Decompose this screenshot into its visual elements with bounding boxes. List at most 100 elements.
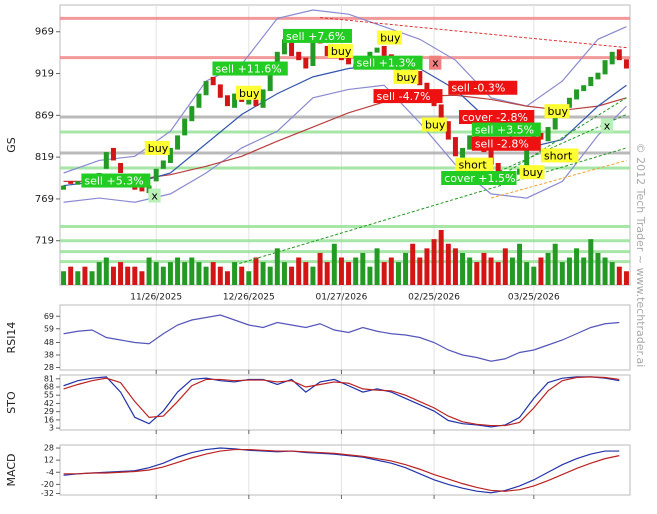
volume-bar [623, 271, 629, 285]
candle [68, 181, 74, 184]
candle [260, 89, 266, 108]
volume-bar [531, 266, 537, 285]
volume-bar [274, 248, 280, 285]
volume-bar [146, 257, 152, 285]
volume-bar [488, 257, 494, 285]
y-tick-label: 3 [49, 424, 54, 433]
volume-bar [267, 266, 273, 285]
y-axis-label: RSI14 [5, 322, 18, 354]
x-tick-label: 01/27/2026 [316, 293, 368, 303]
line-series [63, 448, 620, 492]
candle [588, 76, 594, 87]
volume-bar [403, 252, 409, 285]
volume-bar [61, 271, 67, 285]
signal-label: short [458, 159, 487, 172]
signal-box [544, 104, 570, 119]
volume-bar [545, 252, 551, 285]
candle [445, 121, 451, 140]
y-tick-label: 59 [44, 324, 54, 333]
signal-label: buy [148, 142, 169, 155]
candle [203, 81, 209, 96]
y-tick-label: 16 [44, 415, 54, 424]
x-tick-label: 02/25/2026 [408, 293, 460, 303]
candle [232, 93, 238, 108]
volume-bar [509, 257, 515, 285]
volume-bar [467, 257, 473, 285]
y-tick-label: 969 [35, 27, 54, 38]
volume-bar [210, 262, 216, 285]
signal-box [455, 157, 493, 172]
volume-bar [438, 230, 444, 285]
candle [538, 132, 544, 140]
volume-bar [595, 252, 601, 285]
candle [182, 118, 188, 136]
volume-bar [602, 257, 608, 285]
volume-bar [68, 266, 74, 285]
y-tick-label: 869 [35, 110, 54, 121]
candle [267, 72, 273, 92]
panel-frame [59, 4, 631, 286]
volume-bar [431, 239, 437, 285]
signal-box [441, 171, 517, 186]
volume-bar [581, 257, 587, 285]
x-tick-label: 03/25/2026 [508, 293, 560, 303]
line-series [63, 9, 627, 174]
signal-box [393, 69, 419, 84]
volume-bar [588, 239, 594, 285]
volume-bar [495, 262, 501, 285]
volume-bar [424, 248, 430, 285]
y-tick-label: 819 [35, 152, 54, 163]
candle [566, 97, 572, 108]
volume-bar [75, 271, 81, 285]
candle [552, 114, 558, 130]
candle [296, 51, 302, 61]
volume-bar [616, 266, 622, 285]
y-tick-label: 769 [35, 194, 54, 205]
volume-bar [103, 257, 109, 285]
candle [217, 84, 223, 98]
volume-bar [481, 252, 487, 285]
volume-bar [82, 266, 88, 285]
y-tick-label: -20 [41, 480, 54, 489]
candle [310, 39, 316, 67]
candle [438, 104, 444, 123]
volume-bar [89, 271, 95, 285]
signal-box [471, 122, 541, 137]
volume-bar [538, 257, 544, 285]
volume-bar [296, 257, 302, 285]
x-tick-label: 12/26/2025 [223, 293, 275, 303]
volume-bar [281, 262, 287, 285]
signal-box [212, 61, 288, 76]
panel-frame [59, 304, 631, 371]
candle [495, 162, 501, 173]
signal-box [377, 30, 402, 45]
signal-label: sell +11.6% [215, 63, 281, 76]
y-tick-label: 42 [44, 399, 54, 408]
candle [595, 72, 601, 80]
volume-bar [417, 257, 423, 285]
candle [75, 181, 81, 185]
volume-bar [360, 252, 366, 285]
y-tick-label: 28 [44, 444, 54, 453]
signal-box [327, 43, 353, 58]
candle [574, 89, 580, 100]
volume-bar [139, 271, 145, 285]
signal-label: cover -2.8% [462, 111, 528, 124]
volume-bar [552, 243, 558, 285]
candle [346, 57, 352, 65]
candle [545, 127, 551, 142]
candle [324, 45, 330, 56]
candle [424, 82, 430, 94]
volume-bar [153, 262, 159, 285]
candle [381, 45, 387, 56]
candle [160, 160, 166, 169]
volume-bar [574, 248, 580, 285]
signal-label: buy [548, 105, 569, 118]
y-tick-label: -32 [41, 489, 54, 498]
line-series [63, 376, 620, 427]
volume-bar [559, 262, 565, 285]
signal-label: buy [523, 166, 544, 179]
signal-box [540, 148, 579, 163]
candle [417, 71, 423, 86]
trend-line [234, 147, 627, 266]
